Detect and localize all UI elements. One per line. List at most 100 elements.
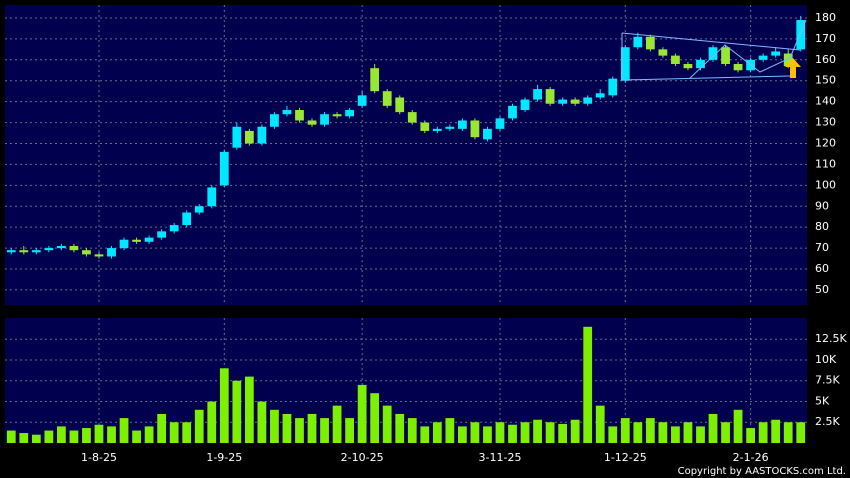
candle-body — [645, 36, 655, 50]
volume-bar — [345, 418, 354, 443]
volume-bar — [69, 430, 79, 443]
candle-body — [44, 248, 54, 251]
volume-bar — [696, 426, 705, 443]
volume-bar — [796, 422, 806, 443]
volume-bar — [6, 430, 16, 443]
volume-bar — [207, 401, 217, 443]
candle-body — [595, 93, 605, 98]
volume-bar — [483, 426, 492, 443]
y-tick-label: 5K — [815, 394, 830, 407]
candle-body — [796, 20, 806, 50]
candle-body — [620, 47, 630, 81]
volume-bar — [219, 368, 229, 443]
volume-bar — [545, 422, 555, 443]
y-tick-label: 110 — [815, 157, 836, 170]
candle-body — [244, 130, 254, 144]
volume-bar — [82, 428, 91, 443]
volume-bar — [31, 434, 41, 443]
volume-bar — [583, 326, 593, 443]
candle-body — [445, 126, 455, 129]
candle-body — [207, 187, 217, 207]
candle-body — [107, 248, 116, 257]
volume-bar — [658, 422, 668, 443]
volume-bar — [470, 422, 480, 443]
candle-body — [771, 51, 781, 56]
candle-body — [194, 206, 204, 213]
candle-body — [533, 89, 542, 100]
volume-bar — [721, 422, 730, 443]
volume-bar — [307, 413, 317, 443]
y-tick-label: 2.5K — [815, 415, 840, 428]
candle-body — [658, 49, 668, 56]
volume-bar — [495, 422, 505, 443]
y-tick-label: 140 — [815, 95, 836, 108]
candle-body — [144, 237, 154, 242]
candle-body — [783, 53, 793, 67]
volume-bar — [508, 424, 517, 443]
volume-bar — [270, 409, 279, 443]
candle-body — [6, 250, 16, 253]
volume-bar — [107, 426, 116, 443]
candle-body — [182, 212, 192, 226]
y-tick-label: 50 — [815, 283, 829, 296]
candle-body — [608, 78, 618, 96]
volume-bar — [382, 405, 392, 443]
candle-body — [696, 59, 705, 69]
y-tick-label: 170 — [815, 32, 836, 45]
candle-body — [31, 250, 41, 253]
volume-bar — [244, 376, 254, 443]
pattern-lines — [621, 19, 807, 81]
volume-bar — [295, 418, 304, 443]
volume-bar — [733, 409, 743, 443]
y-tick-label: 60 — [815, 262, 829, 275]
candle-body — [483, 128, 492, 140]
volume-bar — [620, 418, 630, 443]
candle-body — [683, 63, 693, 69]
y-tick-label: 80 — [815, 220, 829, 233]
candle-body — [721, 47, 730, 64]
volume-bar — [746, 428, 755, 443]
y-tick-label: 160 — [815, 53, 836, 66]
candle-body — [219, 151, 229, 186]
y-tick-label: 10K — [815, 353, 837, 366]
candle-body — [232, 126, 242, 148]
volume-bar — [157, 413, 167, 443]
candle-body — [583, 97, 593, 104]
candle-body — [82, 250, 91, 255]
volume-bar — [671, 426, 680, 443]
candle-body — [420, 122, 430, 131]
candle-body — [57, 246, 66, 249]
copyright: Copyright by AASTOCKS.com Ltd. — [678, 466, 846, 477]
candle-body — [307, 120, 317, 125]
volume-bar — [182, 422, 192, 443]
volume-bar — [57, 426, 66, 443]
volume-bar — [320, 418, 329, 443]
volume-bar — [645, 418, 655, 443]
y-tick-label: 130 — [815, 116, 836, 129]
y-tick-label: 120 — [815, 136, 836, 149]
volume-bar — [558, 423, 568, 443]
candle-body — [357, 95, 367, 106]
volume-bar — [758, 422, 768, 443]
candle-body — [708, 47, 718, 60]
volume-bar — [132, 430, 141, 443]
volume-bar — [520, 422, 530, 443]
volume-bar — [570, 419, 580, 443]
volume-bar — [407, 418, 417, 443]
candle-body — [570, 99, 580, 104]
y-tick-label: 90 — [815, 199, 829, 212]
candle-body — [520, 99, 530, 111]
candle-body — [332, 114, 342, 117]
volume-bar — [771, 419, 781, 443]
volume-bar — [370, 393, 380, 443]
x-tick-label: 2-1-26 — [733, 451, 769, 464]
y-tick-label: 12.5K — [815, 332, 847, 345]
candle-body — [169, 225, 179, 232]
x-tick-label: 1-12-25 — [604, 451, 647, 464]
volume-bar — [420, 426, 430, 443]
candle-body — [69, 246, 79, 251]
candle-body — [558, 99, 568, 104]
volume-bar — [44, 430, 54, 443]
